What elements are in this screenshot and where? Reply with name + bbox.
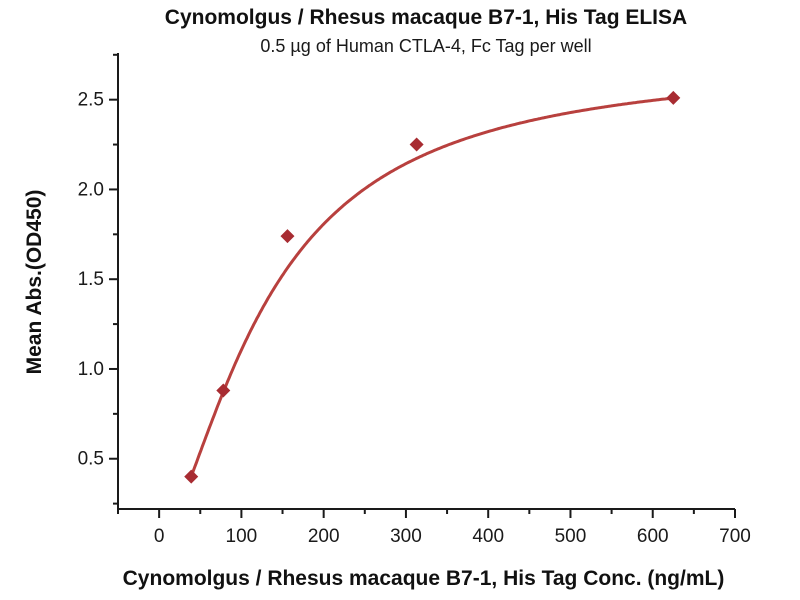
data-point-marker [184, 469, 199, 484]
data-point-marker [409, 137, 424, 152]
chart-subtitle: 0.5 µg of Human CTLA-4, Fc Tag per well [260, 36, 592, 56]
data-point-marker [666, 90, 681, 105]
y-tick-label: 2.0 [78, 179, 104, 200]
y-tick-label: 2.5 [78, 90, 104, 111]
x-axis-title: Cynomolgus / Rhesus macaque B7-1, His Ta… [122, 567, 725, 590]
x-tick-label: 700 [719, 526, 751, 547]
chart-title: Cynomolgus / Rhesus macaque B7-1, His Ta… [164, 6, 688, 29]
data-point-marker [280, 229, 295, 244]
data-point-marker [216, 383, 231, 398]
x-tick-label: 0 [154, 526, 165, 547]
y-axis-title: Mean Abs.(OD450) [23, 189, 46, 375]
x-tick-label: 200 [308, 526, 340, 547]
x-tick-label: 300 [390, 526, 422, 547]
y-tick-label: 1.0 [78, 359, 104, 380]
fit-curve [189, 96, 675, 478]
x-tick-label: 600 [637, 526, 669, 547]
x-tick-label: 100 [226, 526, 258, 547]
y-tick-label: 1.5 [78, 269, 104, 290]
y-tick-label: 0.5 [78, 449, 104, 470]
x-tick-label: 500 [555, 526, 587, 547]
x-tick-label: 400 [472, 526, 504, 547]
